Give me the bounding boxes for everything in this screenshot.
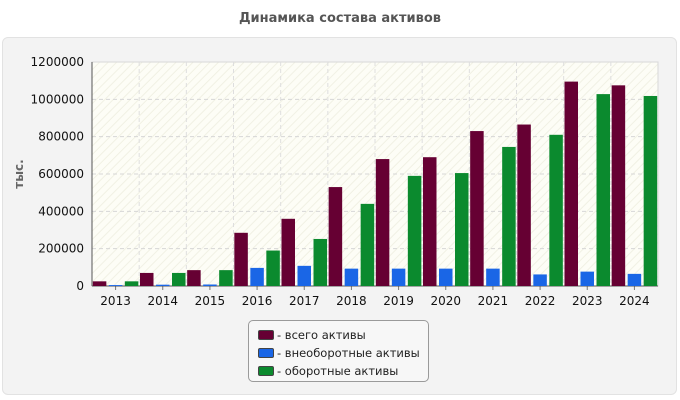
x-tick-label: 2014 xyxy=(147,294,178,308)
legend-label: - оборотные активы xyxy=(277,364,399,378)
y-axis: 0 200000 400000 600000 800000 1000000 1200000 xyxy=(31,55,93,293)
y-tick-label: 1000000 xyxy=(31,92,84,106)
bar-groups xyxy=(92,81,658,287)
bar-series-2 xyxy=(486,268,500,286)
x-tick-label: 2013 xyxy=(100,294,131,308)
bar-series-1 xyxy=(470,131,484,286)
bar-series-1 xyxy=(564,81,578,286)
bar-series-1 xyxy=(281,218,295,286)
bar-series-2 xyxy=(533,274,547,286)
bar-series-1 xyxy=(611,85,626,286)
bar-series-3 xyxy=(502,146,516,286)
x-tick-label: 2022 xyxy=(525,294,556,308)
y-tick-label: 0 xyxy=(76,279,84,293)
bar-series-3 xyxy=(643,95,658,287)
x-tick-label: 2018 xyxy=(336,294,367,308)
bar-series-2 xyxy=(627,273,642,286)
bar-series-2 xyxy=(297,265,311,286)
bar-series-3 xyxy=(549,134,563,286)
bar-series-3 xyxy=(313,238,327,286)
bar-series-1 xyxy=(375,159,390,286)
grid-lines xyxy=(92,62,658,286)
x-tick-label: 2017 xyxy=(289,294,320,308)
bar-series-1 xyxy=(423,157,437,286)
bar-series-2 xyxy=(439,268,453,286)
chart-title: Динамика состава активов xyxy=(238,11,442,26)
bar-series-2 xyxy=(108,285,123,286)
bar-series-3 xyxy=(360,203,375,286)
bar-series-1 xyxy=(234,232,248,286)
bar-series-3 xyxy=(219,270,233,286)
x-tick-label: 2024 xyxy=(619,294,650,308)
legend-label: - всего активы xyxy=(277,328,366,342)
bar-series-3 xyxy=(172,272,186,286)
bar-series-1 xyxy=(517,124,531,287)
bar-series-3 xyxy=(124,281,139,286)
bar-series-2 xyxy=(580,271,594,286)
bar-series-3 xyxy=(596,94,610,287)
bar-series-1 xyxy=(92,281,107,286)
x-axis: 2013 2014 2015 2016 2017 2018 2019 2020 2021 2022… xyxy=(92,285,658,308)
y-tick-label: 400000 xyxy=(38,204,84,218)
bar-series-1 xyxy=(328,187,343,286)
x-tick-label: 2021 xyxy=(478,294,509,308)
bar-series-3 xyxy=(266,250,280,286)
legend-swatch-noncurrent-assets xyxy=(258,348,274,358)
x-tick-label: 2019 xyxy=(383,294,414,308)
legend-item-current-assets: - оборотные активы xyxy=(258,362,428,380)
bar-series-1 xyxy=(140,272,154,286)
y-tick-label: 800000 xyxy=(38,130,84,144)
legend-label: - внеоборотные активы xyxy=(277,346,420,360)
legend: - всего активы - внеоборотные активы - о… xyxy=(248,320,429,382)
bar-series-3 xyxy=(407,175,422,286)
legend-item-noncurrent-assets: - внеоборотные активы xyxy=(258,344,428,362)
x-tick-label: 2015 xyxy=(195,294,226,308)
x-tick-label: 2020 xyxy=(430,294,461,308)
y-tick-label: 200000 xyxy=(38,242,84,256)
y-tick-label: 600000 xyxy=(38,167,84,181)
bar-series-2 xyxy=(156,284,170,286)
y-axis-label: тыс. xyxy=(12,159,26,188)
legend-swatch-total-assets xyxy=(258,330,274,340)
bar-series-2 xyxy=(344,268,359,286)
y-tick-label: 1200000 xyxy=(31,55,84,69)
x-tick-label: 2023 xyxy=(572,294,603,308)
bar-series-2 xyxy=(203,284,217,286)
bar-series-2 xyxy=(391,268,406,286)
bar-series-1 xyxy=(187,270,201,286)
bar-series-2 xyxy=(250,267,264,286)
legend-swatch-current-assets xyxy=(258,366,274,376)
bar-series-3 xyxy=(455,173,469,286)
legend-item-total-assets: - всего активы xyxy=(258,326,428,344)
x-tick-label: 2016 xyxy=(242,294,273,308)
